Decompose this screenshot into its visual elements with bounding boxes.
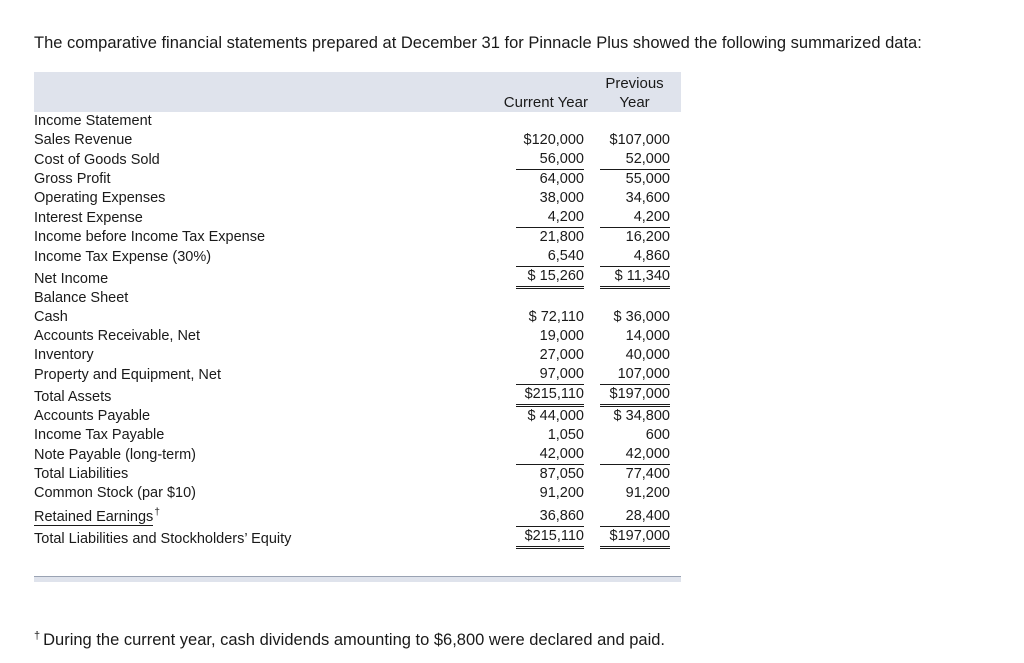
- row-label: Cost of Goods Sold: [34, 152, 160, 168]
- row-label: Cash: [34, 309, 68, 325]
- section-title-row: Balance Sheet: [34, 289, 681, 308]
- table-row: Common Stock (par $10) 91,200 91,200: [34, 484, 681, 503]
- header-previous-line2: Year: [619, 94, 650, 111]
- balance-sheet-title: Balance Sheet: [34, 290, 129, 306]
- current-value: $215,110: [516, 385, 584, 407]
- row-label: Net Income: [34, 271, 109, 287]
- row-label: Gross Profit: [34, 171, 111, 187]
- retained-earnings-label: Retained Earnings: [34, 509, 154, 526]
- row-label: Total Liabilities and Stockholders’ Equi…: [34, 531, 292, 547]
- previous-value: 55,000: [625, 171, 670, 187]
- table-row: Cash $ 72,110 $ 36,000: [34, 308, 681, 327]
- table-bottom-bar: [34, 576, 681, 582]
- header-label-cell: [34, 72, 493, 112]
- current-value: $ 15,260: [516, 267, 584, 289]
- header-previous-year: Previous Year: [588, 72, 681, 112]
- table-row: Cost of Goods Sold 56,000 52,000: [34, 150, 681, 170]
- row-label: Retained Earnings†: [34, 503, 493, 527]
- current-value: 64,000: [539, 171, 584, 187]
- table-row: Property and Equipment, Net 97,000 107,0…: [34, 365, 681, 385]
- previous-value: $197,000: [600, 527, 670, 549]
- current-value: 21,800: [539, 229, 584, 245]
- current-value: 27,000: [539, 347, 584, 363]
- footnote: † During the current year, cash dividends…: [34, 630, 665, 650]
- current-value: $215,110: [516, 527, 584, 549]
- previous-value: $107,000: [609, 132, 670, 148]
- current-value: 91,200: [539, 485, 584, 501]
- previous-value: $ 11,340: [600, 267, 670, 289]
- previous-value: 4,860: [600, 247, 670, 267]
- previous-value: 34,600: [625, 190, 670, 206]
- previous-value: 600: [645, 427, 670, 443]
- intro-text: The comparative financial statements pre…: [34, 34, 922, 52]
- row-label: Income Tax Payable: [34, 427, 165, 443]
- current-value: 6,540: [516, 247, 584, 267]
- table-row: Inventory 27,000 40,000: [34, 346, 681, 365]
- current-value: 87,050: [539, 466, 584, 482]
- row-label: Accounts Receivable, Net: [34, 328, 201, 344]
- row-label: Sales Revenue: [34, 132, 133, 148]
- table-header-row: Current Year Previous Year: [34, 72, 681, 112]
- previous-value: 77,400: [625, 466, 670, 482]
- table-row: Retained Earnings† 36,860 28,400: [34, 503, 681, 527]
- current-value: 36,860: [516, 507, 584, 527]
- current-value: 42,000: [516, 445, 584, 465]
- income-statement-title: Income Statement: [34, 113, 152, 129]
- financial-statements-table: Current Year Previous Year Income Stateme…: [34, 72, 681, 549]
- current-value: 4,200: [516, 208, 584, 228]
- table-row: Income Tax Payable 1,050 600: [34, 426, 681, 445]
- row-label: Inventory: [34, 347, 94, 363]
- row-label: Note Payable (long-term): [34, 447, 196, 463]
- header-current-year: Current Year: [493, 72, 588, 112]
- row-label: Property and Equipment, Net: [34, 367, 221, 383]
- table-row: Accounts Payable $ 44,000 $ 34,800: [34, 407, 681, 426]
- previous-value: $ 34,800: [613, 408, 670, 424]
- current-value: 19,000: [539, 328, 584, 344]
- table-row: Total Liabilities and Stockholders’ Equi…: [34, 527, 681, 549]
- table-row: Operating Expenses 38,000 34,600: [34, 189, 681, 208]
- previous-value: 91,200: [625, 485, 670, 501]
- row-label: Total Assets: [34, 389, 112, 405]
- table-row: Total Liabilities 87,050 77,400: [34, 465, 681, 484]
- current-value: $120,000: [523, 132, 584, 148]
- section-title-row: Income Statement: [34, 112, 681, 131]
- previous-value: 42,000: [600, 445, 670, 465]
- header-previous-line1: Previous: [605, 75, 664, 92]
- row-label: Total Liabilities: [34, 466, 129, 482]
- previous-value: $197,000: [600, 385, 670, 407]
- table-row: Net Income $ 15,260 $ 11,340: [34, 267, 681, 289]
- row-label: Interest Expense: [34, 210, 143, 226]
- table-row: Income before Income Tax Expense 21,800 …: [34, 228, 681, 247]
- table-row: Sales Revenue $120,000 $107,000: [34, 131, 681, 150]
- current-value: $ 44,000: [527, 408, 584, 424]
- footnote-text: During the current year, cash dividends …: [43, 631, 666, 649]
- previous-value: 107,000: [600, 365, 670, 385]
- row-label: Income Tax Expense (30%): [34, 249, 212, 265]
- previous-value: 16,200: [625, 229, 670, 245]
- table-row: Accounts Receivable, Net 19,000 14,000: [34, 327, 681, 346]
- current-value: 1,050: [547, 427, 584, 443]
- current-value: $ 72,110: [528, 309, 584, 325]
- previous-value: 52,000: [600, 150, 670, 170]
- table-row: Interest Expense 4,200 4,200: [34, 208, 681, 228]
- dagger-mark: †: [154, 507, 160, 518]
- previous-value: 14,000: [625, 328, 670, 344]
- previous-value: $ 36,000: [613, 309, 670, 325]
- previous-value: 4,200: [600, 208, 670, 228]
- current-value: 38,000: [539, 190, 584, 206]
- table-row: Income Tax Expense (30%) 6,540 4,860: [34, 247, 681, 267]
- row-label: Income before Income Tax Expense: [34, 229, 266, 245]
- table-row: Note Payable (long-term) 42,000 42,000: [34, 445, 681, 465]
- previous-value: 40,000: [625, 347, 670, 363]
- previous-value: 28,400: [600, 507, 670, 527]
- row-label: Accounts Payable: [34, 408, 151, 424]
- table-row: Total Assets $215,110 $197,000: [34, 385, 681, 407]
- table-row: Gross Profit 64,000 55,000: [34, 170, 681, 189]
- row-label: Common Stock (par $10): [34, 485, 196, 501]
- row-label: Operating Expenses: [34, 190, 166, 206]
- current-value: 97,000: [516, 365, 584, 385]
- footnote-dagger: †: [34, 630, 41, 642]
- current-value: 56,000: [516, 150, 584, 170]
